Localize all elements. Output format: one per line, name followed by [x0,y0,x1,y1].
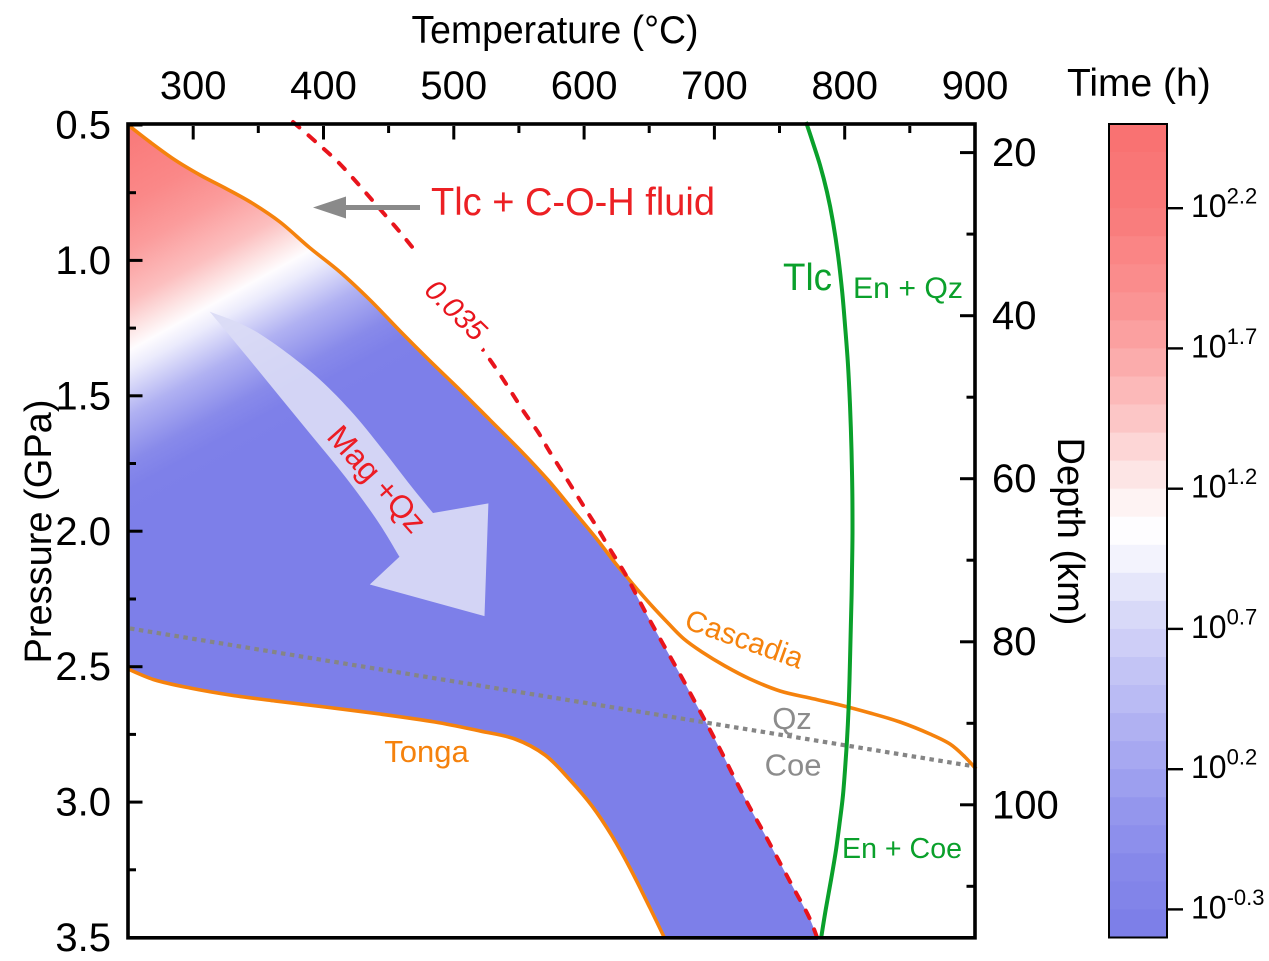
svg-text:En + Qz: En + Qz [853,272,963,305]
svg-text:Temperature (°C): Temperature (°C) [412,9,699,52]
svg-text:Pressure (GPa): Pressure (GPa) [18,400,60,664]
svg-text:80: 80 [992,620,1037,664]
svg-text:Coe: Coe [765,748,822,783]
svg-text:2.5: 2.5 [55,645,111,689]
svg-text:3.0: 3.0 [55,781,111,825]
svg-text:Tlc + C-O-H fluid: Tlc + C-O-H fluid [431,181,715,224]
svg-text:Depth (km): Depth (km) [1049,438,1091,626]
svg-text:Time (h): Time (h) [1067,62,1211,105]
svg-text:20: 20 [992,131,1037,175]
svg-text:1.5: 1.5 [55,374,111,418]
svg-text:40: 40 [992,294,1037,338]
svg-text:2.0: 2.0 [55,510,111,554]
svg-text:300: 300 [160,64,227,108]
svg-text:3.5: 3.5 [55,916,111,960]
svg-text:1.0: 1.0 [55,239,111,283]
svg-text:100: 100 [992,783,1059,827]
svg-text:101.7: 101.7 [1191,324,1257,365]
svg-text:Tlc: Tlc [783,257,832,299]
svg-text:Qz: Qz [772,701,812,736]
svg-text:0.5: 0.5 [55,104,111,148]
svg-text:60: 60 [992,457,1037,501]
svg-text:500: 500 [420,64,487,108]
svg-text:600: 600 [551,64,618,108]
svg-text:700: 700 [681,64,748,108]
svg-text:En + Coe: En + Coe [842,833,962,865]
svg-text:900: 900 [942,64,1009,108]
svg-text:Tonga: Tonga [384,734,469,769]
svg-text:800: 800 [811,64,878,108]
svg-text:400: 400 [290,64,357,108]
